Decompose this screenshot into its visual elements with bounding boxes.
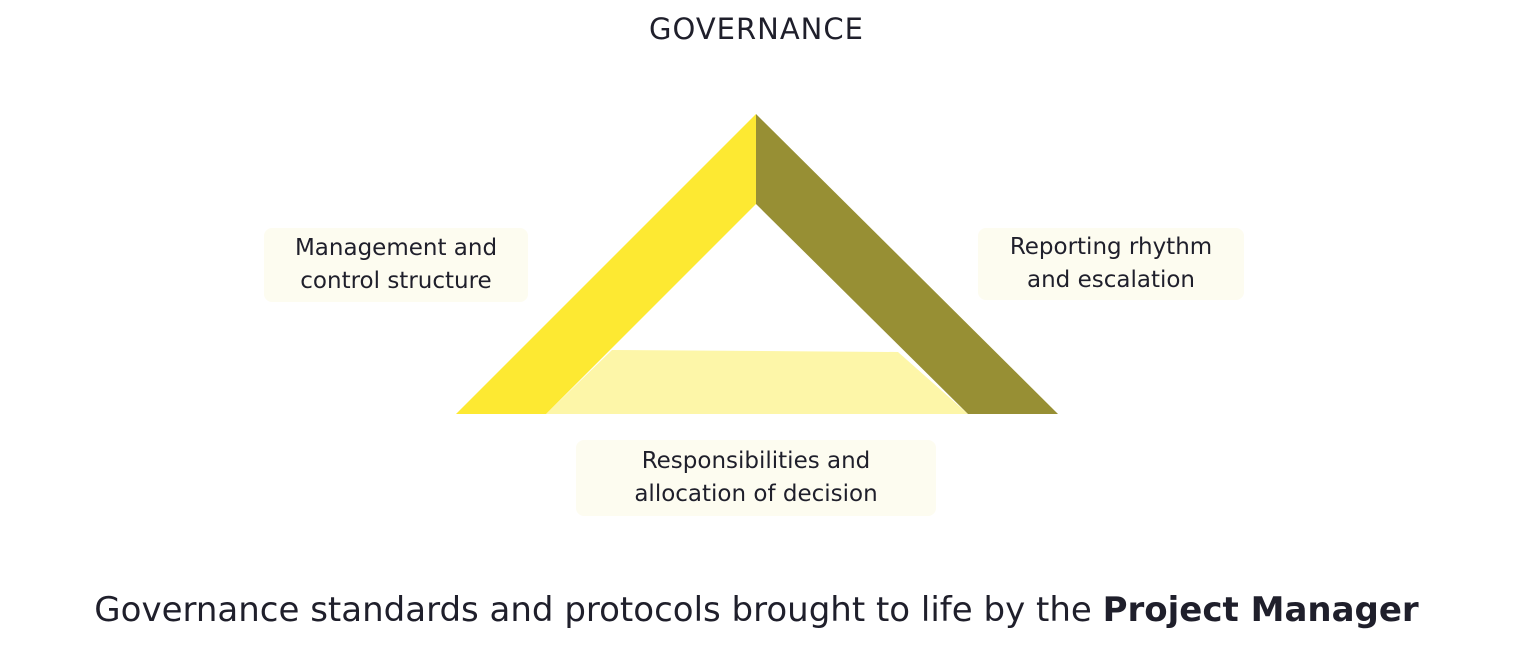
- triangle-edge-left: [456, 114, 756, 414]
- caption-emphasis: Project Manager: [1102, 590, 1419, 630]
- label-management-control: Management and control structure: [264, 228, 528, 302]
- label-line: allocation of decision: [634, 481, 878, 507]
- label-line: Responsibilities and: [641, 448, 871, 474]
- label-responsibilities-decision: Responsibilities and allocation of decis…: [576, 440, 936, 516]
- triangle-edge-right: [756, 114, 1058, 414]
- label-line: and escalation: [1027, 267, 1195, 293]
- label-line: control structure: [300, 268, 492, 294]
- diagram-caption: Governance standards and protocols broug…: [0, 590, 1513, 630]
- label-line: Management and: [294, 235, 498, 261]
- triangle-edge-bottom: [546, 350, 968, 414]
- diagram-title: GOVERNANCE: [649, 12, 864, 46]
- caption-text: Governance standards and protocols broug…: [94, 590, 1103, 630]
- label-line: Reporting rhythm: [1009, 234, 1213, 260]
- label-reporting-escalation: Reporting rhythm and escalation: [978, 228, 1244, 300]
